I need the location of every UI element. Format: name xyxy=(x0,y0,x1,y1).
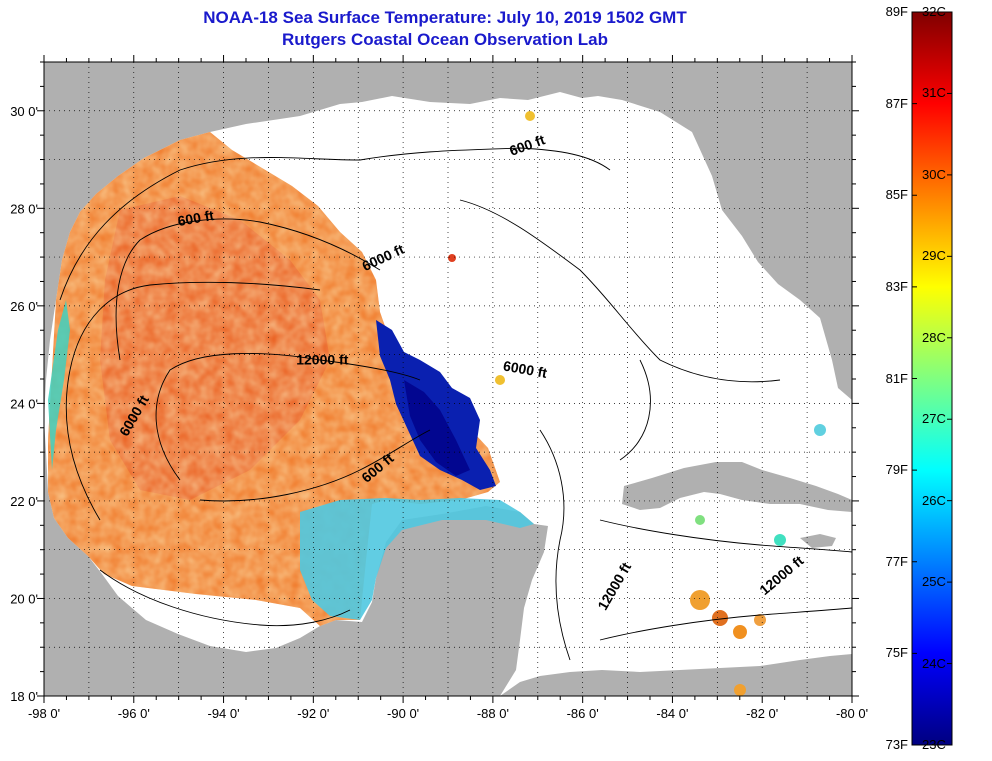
colorbar-f-label: 81F xyxy=(885,370,908,386)
lat-tick-label: 26 0' xyxy=(10,299,38,314)
land-cuba xyxy=(622,462,852,512)
land-mexico xyxy=(44,420,548,696)
contour-label: 12000 ft xyxy=(296,351,348,367)
colorbar-c-label: 23C xyxy=(922,737,946,752)
map-title: NOAA-18 Sea Surface Temperature: July 10… xyxy=(203,8,687,27)
lat-tick-label: 24 0' xyxy=(10,396,38,411)
land-jamaica xyxy=(800,534,836,548)
colorbar-f-label: 79F xyxy=(885,462,908,478)
colorbar-c-label: 25C xyxy=(922,574,946,590)
colorbar-f-label: 87F xyxy=(885,95,908,111)
colorbar xyxy=(911,11,953,746)
land-usa xyxy=(44,62,852,420)
lon-tick-label: -88 0' xyxy=(477,706,509,721)
sst-cold-plume xyxy=(376,320,496,490)
contour-label: 6000 ft xyxy=(502,357,549,381)
colorbar-f-label: 77F xyxy=(885,553,908,569)
colorbar-c-label: 27C xyxy=(922,411,946,427)
lon-tick-label: -98 0' xyxy=(28,706,60,721)
colorbar-c-label: 31C xyxy=(922,85,946,101)
lat-tick-label: 18 0' xyxy=(10,689,38,704)
lat-tick-label: 22 0' xyxy=(10,494,38,509)
lon-axis: -98 0' -96 0' -94 0' -92 0' -90 0' -88 0' -86 … xyxy=(28,706,868,721)
lon-tick-label: -86 0' xyxy=(567,706,599,721)
colorbar-c-label: 28C xyxy=(922,329,946,345)
colorbar-f-label: 85F xyxy=(885,187,908,203)
lat-tick-label: 30 0' xyxy=(10,104,38,119)
sst-scattered-patches xyxy=(448,111,826,696)
lon-tick-label: -92 0' xyxy=(297,706,329,721)
lon-tick-label: -96 0' xyxy=(118,706,150,721)
lon-tick-label: -90 0' xyxy=(387,706,419,721)
colorbar-f-label: 75F xyxy=(885,645,908,661)
bathymetry-contours xyxy=(59,147,852,661)
lat-tick-label: 20 0' xyxy=(10,591,38,606)
sst-coastal-cool xyxy=(48,300,70,470)
map-subtitle: Rutgers Coastal Ocean Observation Lab xyxy=(282,30,608,49)
sst-cool-region xyxy=(300,498,534,620)
land-central-america xyxy=(500,654,852,696)
lon-tick-label: -82 0' xyxy=(746,706,778,721)
graticule xyxy=(44,62,852,696)
lon-tick-label: -80 0' xyxy=(836,706,868,721)
lat-tick-label: 28 0' xyxy=(10,201,38,216)
lat-axis: 18 0' 20 0' 22 0' 24 0' 26 0' 28 0' 30 0' xyxy=(10,104,38,704)
colorbar-c-label: 32C xyxy=(922,4,946,19)
colorbar-f-label: 89F xyxy=(885,4,908,19)
colorbar-c-label: 30C xyxy=(922,166,946,182)
colorbar-c-label: 24C xyxy=(922,655,946,671)
colorbar-ticks xyxy=(912,11,952,746)
axis-ticks xyxy=(37,55,859,703)
sst-cold-core xyxy=(404,380,470,476)
colorbar-c-label: 26C xyxy=(922,492,946,508)
colorbar-c-label: 29C xyxy=(922,248,946,264)
sst-texture xyxy=(48,132,500,626)
contour-label: 600 ft xyxy=(176,207,215,229)
lon-tick-label: -94 0' xyxy=(207,706,239,721)
colorbar-f-label: 73F xyxy=(885,737,908,752)
colorbar-f-label: 83F xyxy=(885,278,908,294)
lon-tick-label: -84 0' xyxy=(656,706,688,721)
map-plot-area xyxy=(44,62,852,696)
